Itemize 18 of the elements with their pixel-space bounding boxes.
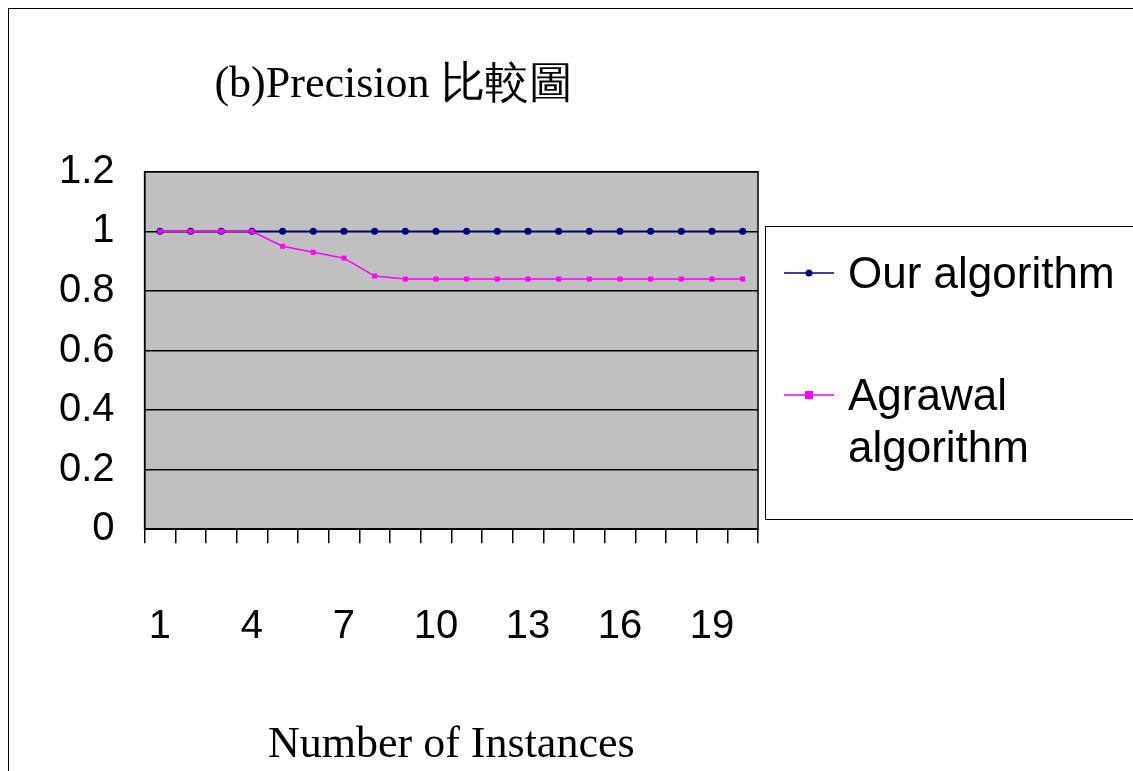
legend-label: Our algorithm (848, 247, 1116, 299)
y-tick-label: 0.6 (59, 325, 115, 370)
x-tick-label: 1 (148, 602, 172, 647)
y-tick-label: 1 (92, 206, 115, 251)
y-tick-label: 0 (92, 504, 115, 549)
x-tick-label: 10 (413, 602, 459, 647)
y-tick-label: 0.8 (59, 265, 115, 310)
x-tick-label: 16 (597, 602, 643, 647)
y-tick-label: 0.2 (59, 444, 115, 489)
y-tick-label: 0.4 (59, 385, 115, 430)
legend-label: Agrawal algorithm (848, 369, 1030, 473)
x-axis-title: Number of Instances (268, 718, 635, 768)
x-tick-label: 7 (332, 602, 356, 647)
x-tick-label: 19 (689, 602, 735, 647)
x-tick-label: 4 (240, 602, 264, 647)
x-tick-label: 13 (505, 602, 551, 647)
y-tick-label: 1.2 (59, 146, 115, 191)
chart-title: (b)Precision 比較圖 (214, 57, 573, 107)
